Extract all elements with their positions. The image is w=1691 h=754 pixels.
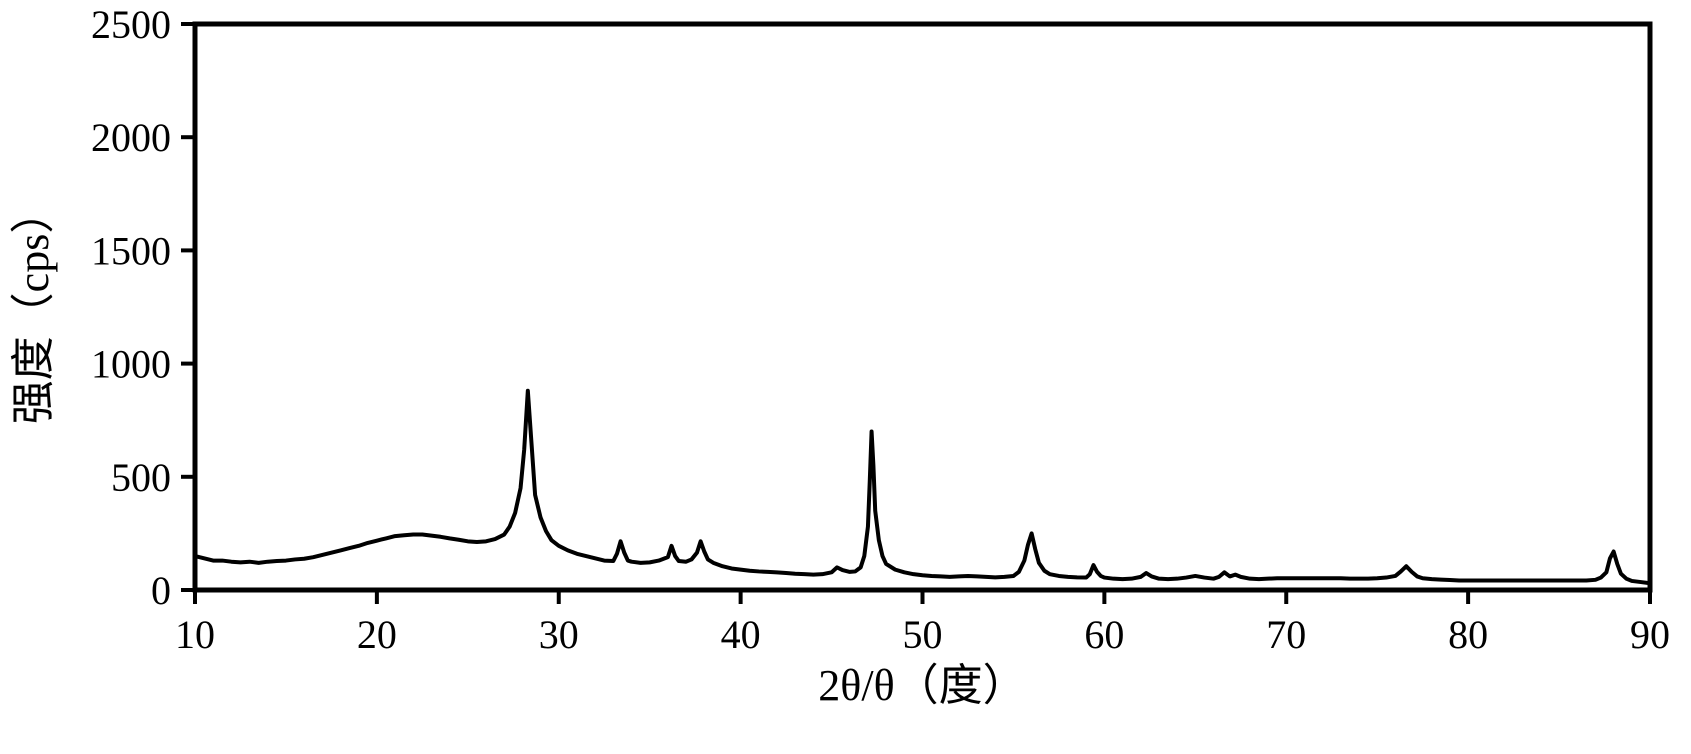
x-tick-label: 40: [721, 612, 761, 657]
xrd-data-line: [195, 391, 1650, 583]
y-tick-label: 2500: [91, 2, 171, 47]
x-tick-label: 50: [903, 612, 943, 657]
x-tick-label: 20: [357, 612, 397, 657]
y-tick-label: 500: [111, 455, 171, 500]
x-tick-label: 30: [539, 612, 579, 657]
y-axis-label: 强度（cps）: [9, 190, 58, 425]
y-tick-label: 0: [151, 568, 171, 613]
x-tick-label: 90: [1630, 612, 1670, 657]
x-tick-label: 70: [1266, 612, 1306, 657]
x-tick-label: 60: [1084, 612, 1124, 657]
x-tick-label: 10: [175, 612, 215, 657]
plot-border: [195, 24, 1650, 590]
x-axis-label: 2θ/θ（度）: [818, 661, 1026, 710]
x-tick-label: 80: [1448, 612, 1488, 657]
chart-svg: 10 20 30 40 50 60 70 80 90 0 500 1000 1500 2000 2500 2θ…: [0, 0, 1691, 754]
xrd-chart: 10 20 30 40 50 60 70 80 90 0 500 1000 1500 2000 2500 2θ…: [0, 0, 1691, 754]
y-tick-label: 2000: [91, 115, 171, 160]
y-tick-label: 1000: [91, 342, 171, 387]
y-tick-label: 1500: [91, 228, 171, 273]
